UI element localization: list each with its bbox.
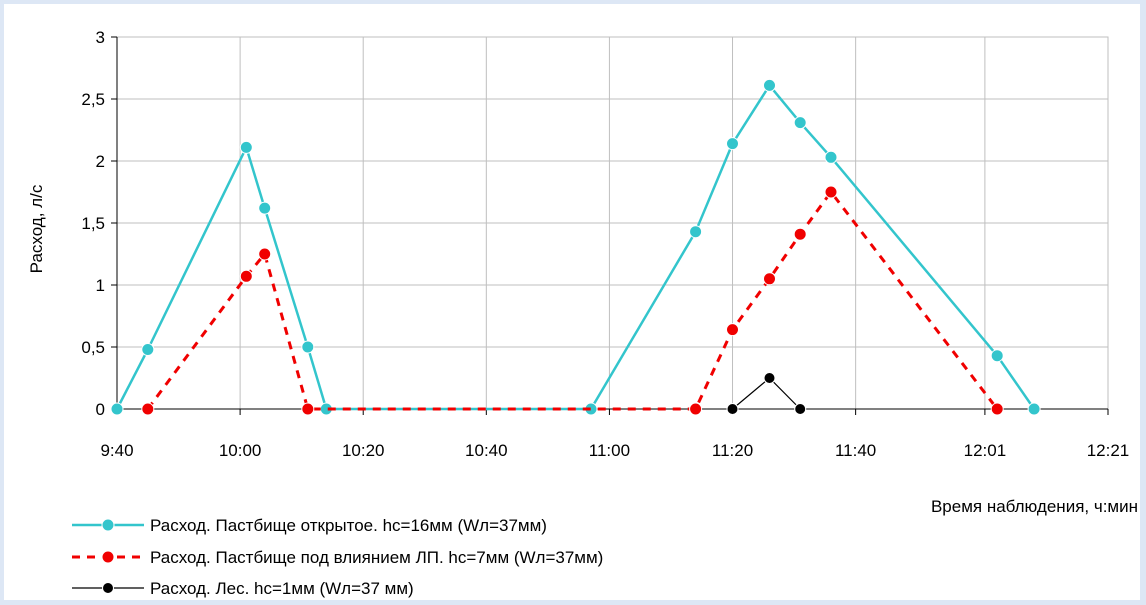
- data-point: [763, 78, 776, 92]
- legend-marker: [101, 550, 115, 564]
- series-3: [726, 372, 807, 415]
- ticks-layer: 9:40 10:00 10:20 10:40 11:00 11:20 11:40 12:01 1…: [81, 28, 1129, 460]
- data-point: [141, 402, 155, 416]
- x-tick-label: 9:40: [100, 441, 133, 460]
- legend-entry-2: Расход. Пастбище под влиянием ЛП. hc=7мм…: [72, 548, 603, 567]
- legend-label: Расход. Пастбище под влиянием ЛП. hc=7мм…: [150, 548, 603, 567]
- data-point: [726, 403, 739, 415]
- data-point: [990, 402, 1004, 416]
- x-tick-label: 11:40: [835, 441, 876, 460]
- data-point: [141, 343, 155, 356]
- data-point: [239, 269, 253, 283]
- x-tick-label: 11:20: [712, 441, 753, 460]
- y-tick-label: 0,5: [81, 338, 105, 357]
- grid-layer: [116, 36, 1109, 410]
- y-tick-label: 3: [96, 28, 105, 47]
- x-tick-label: 12:01: [964, 441, 1007, 460]
- x-tick-label: 11:00: [589, 441, 630, 460]
- y-tick-label: 2,5: [81, 90, 105, 109]
- data-point: [301, 340, 315, 354]
- x-tick-label: 10:20: [342, 441, 385, 460]
- series-1: [110, 78, 1041, 416]
- x-axis-label: Время наблюдения, ч:мин: [931, 497, 1138, 516]
- y-tick-label: 0: [96, 400, 105, 419]
- data-point: [763, 372, 776, 384]
- data-point: [824, 185, 838, 199]
- x-tick-label: 10:40: [465, 441, 508, 460]
- series-2: [141, 185, 1004, 416]
- legend-marker: [102, 582, 114, 594]
- legend-label: Расход. Пастбище открытое. hc=16мм (Wл=3…: [150, 516, 547, 535]
- data-point: [990, 349, 1004, 363]
- y-axis-label: Расход, л/с: [27, 184, 46, 273]
- legend-label: Расход. Лес. hc=1мм (Wл=37 мм): [150, 579, 414, 598]
- chart-svg: 9:40 10:00 10:20 10:40 11:00 11:20 11:40 12:01 1…: [27, 28, 1138, 598]
- data-point: [258, 201, 272, 215]
- series-line: [146, 190, 999, 411]
- data-point: [110, 402, 124, 416]
- series-layer: [110, 78, 1041, 416]
- data-point: [689, 402, 703, 416]
- data-point: [1027, 402, 1041, 416]
- chart-card: 9:40 10:00 10:20 10:40 11:00 11:20 11:40 12:01 1…: [4, 4, 1140, 600]
- data-point: [793, 227, 807, 241]
- data-point: [301, 402, 315, 416]
- data-point: [824, 150, 838, 164]
- legend-marker: [101, 518, 115, 532]
- data-point: [689, 225, 703, 239]
- y-tick-label: 2: [96, 152, 105, 171]
- y-tick-label: 1,5: [81, 214, 105, 233]
- series-line: [115, 84, 1036, 411]
- data-point: [794, 403, 807, 415]
- data-point: [763, 272, 776, 286]
- legend: Расход. Пастбище открытое. hc=16мм (Wл=3…: [72, 516, 603, 598]
- legend-entry-3: Расход. Лес. hc=1мм (Wл=37 мм): [72, 579, 414, 598]
- data-point: [239, 140, 253, 154]
- x-tick-label: 12:21: [1087, 441, 1130, 460]
- legend-entry-1: Расход. Пастбище открытое. hc=16мм (Wл=3…: [72, 516, 547, 535]
- data-point: [793, 116, 807, 130]
- data-point: [258, 247, 272, 261]
- data-point: [726, 323, 739, 337]
- data-point: [726, 137, 739, 151]
- x-tick-label: 10:00: [219, 441, 262, 460]
- y-tick-label: 1: [96, 276, 105, 295]
